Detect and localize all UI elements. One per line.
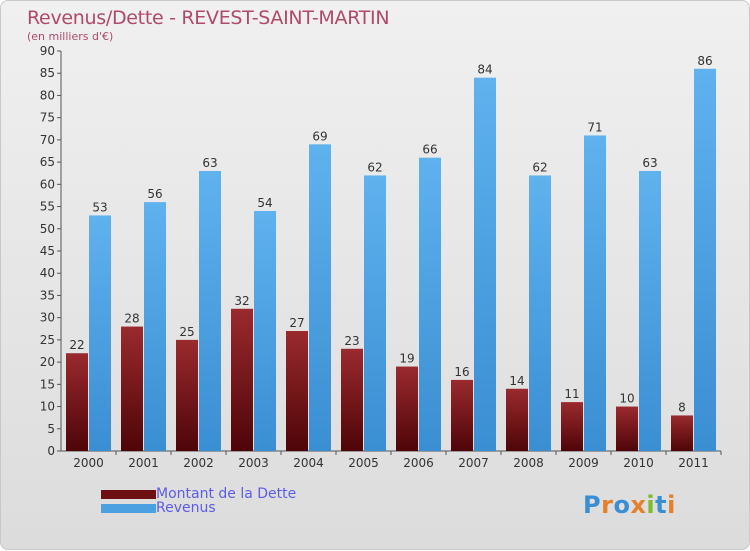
data-label-dette: 22: [69, 338, 84, 352]
data-label-revenus: 63: [202, 156, 217, 170]
data-label-revenus: 86: [697, 54, 712, 68]
y-tick-label: 20: [40, 355, 55, 369]
y-tick-label: 80: [40, 88, 55, 102]
y-tick-label: 40: [40, 266, 55, 280]
data-label-revenus: 56: [147, 187, 162, 201]
data-label-revenus: 66: [422, 143, 437, 157]
data-label-dette: 11: [564, 387, 579, 401]
chart-subtitle: (en milliers d'€): [27, 30, 114, 43]
logo-letter: x: [630, 491, 647, 519]
y-tick-label: 90: [40, 44, 55, 58]
data-label-revenus: 54: [257, 196, 272, 210]
logo-letter: i: [646, 491, 656, 519]
y-tick-label: 85: [40, 66, 55, 80]
legend-swatch-dette: [101, 489, 156, 499]
data-label-dette: 14: [509, 374, 524, 388]
data-label-revenus: 63: [642, 156, 657, 170]
y-tick-label: 75: [40, 111, 55, 125]
bar-revenus: [89, 215, 111, 451]
data-label-revenus: 84: [477, 63, 492, 77]
x-tick-label: 2007: [458, 456, 489, 470]
logo-letter: P: [583, 491, 602, 519]
data-label-dette: 32: [234, 294, 249, 308]
bar-dette: [396, 366, 418, 451]
bar-dette: [671, 415, 693, 451]
data-label-dette: 28: [124, 312, 139, 326]
bar-revenus: [254, 211, 276, 451]
y-tick-label: 35: [40, 288, 55, 302]
y-tick-label: 25: [40, 333, 55, 347]
data-label-revenus: 71: [587, 120, 602, 134]
x-tick-label: 2001: [128, 456, 159, 470]
data-label-revenus: 62: [532, 160, 547, 174]
x-tick-label: 2002: [183, 456, 214, 470]
bar-dette: [341, 348, 363, 451]
logo-letter: o: [613, 491, 631, 519]
data-label-revenus: 53: [92, 200, 107, 214]
legend-item-revenus: Revenus: [101, 500, 296, 516]
data-label-revenus: 62: [367, 160, 382, 174]
bar-dette: [616, 406, 638, 451]
legend-item-dette: Montant de la Dette: [101, 486, 297, 502]
data-label-dette: 23: [344, 334, 359, 348]
data-label-dette: 19: [399, 352, 414, 366]
x-tick-label: 2000: [73, 456, 104, 470]
bar-revenus: [309, 144, 331, 452]
y-tick-label: 15: [40, 377, 55, 391]
legend-swatch-revenus: [101, 503, 156, 513]
logo-letter: r: [601, 491, 614, 519]
bar-revenus: [199, 171, 221, 451]
data-label-dette: 10: [619, 392, 634, 406]
x-tick-label: 2008: [513, 456, 544, 470]
bar-dette: [176, 339, 198, 451]
bar-dette: [561, 402, 583, 451]
bar-dette: [451, 379, 473, 451]
y-tick-label: 70: [40, 133, 55, 147]
y-tick-label: 30: [40, 311, 55, 325]
bar-revenus: [694, 68, 716, 452]
bar-dette: [121, 326, 143, 451]
data-label-revenus: 69: [312, 129, 327, 143]
logo-letter: i: [667, 491, 676, 519]
y-tick-label: 0: [47, 444, 55, 458]
bar-revenus: [584, 135, 606, 451]
x-tick-label: 2011: [678, 456, 709, 470]
x-tick-label: 2004: [293, 456, 324, 470]
bar-revenus: [419, 157, 441, 451]
data-label-dette: 27: [289, 316, 304, 330]
x-tick-label: 2005: [348, 456, 379, 470]
chart-title: Revenus/Dette - REVEST-SAINT-MARTIN: [27, 7, 390, 29]
bar-revenus: [144, 202, 166, 451]
proxiti-logo: Proxiti: [583, 491, 676, 519]
data-label-dette: 25: [179, 325, 194, 339]
x-tick-label: 2006: [403, 456, 434, 470]
bar-revenus: [639, 171, 661, 451]
bar-dette: [66, 353, 88, 451]
y-tick-label: 55: [40, 200, 55, 214]
bar-dette: [231, 308, 253, 451]
bar-revenus: [474, 77, 496, 452]
bar-revenus: [364, 175, 386, 451]
x-tick-label: 2009: [568, 456, 599, 470]
y-tick-label: 50: [40, 222, 55, 236]
logo-letter: t: [655, 491, 668, 519]
y-tick-label: 45: [40, 244, 55, 258]
y-tick-label: 60: [40, 177, 55, 191]
data-label-dette: 8: [678, 400, 686, 414]
bar-revenus: [529, 175, 551, 451]
y-tick-label: 10: [40, 400, 55, 414]
legend-label-revenus: Revenus: [156, 500, 216, 516]
bar-dette: [286, 331, 308, 451]
bar-dette: [506, 388, 528, 451]
data-label-dette: 16: [454, 365, 469, 379]
legend: Montant de la Dette Revenus: [101, 486, 297, 516]
x-tick-label: 2003: [238, 456, 269, 470]
y-tick-label: 65: [40, 155, 55, 169]
y-tick-label: 5: [47, 422, 55, 436]
x-tick-label: 2010: [623, 456, 654, 470]
legend-label-dette: Montant de la Dette: [156, 486, 297, 502]
